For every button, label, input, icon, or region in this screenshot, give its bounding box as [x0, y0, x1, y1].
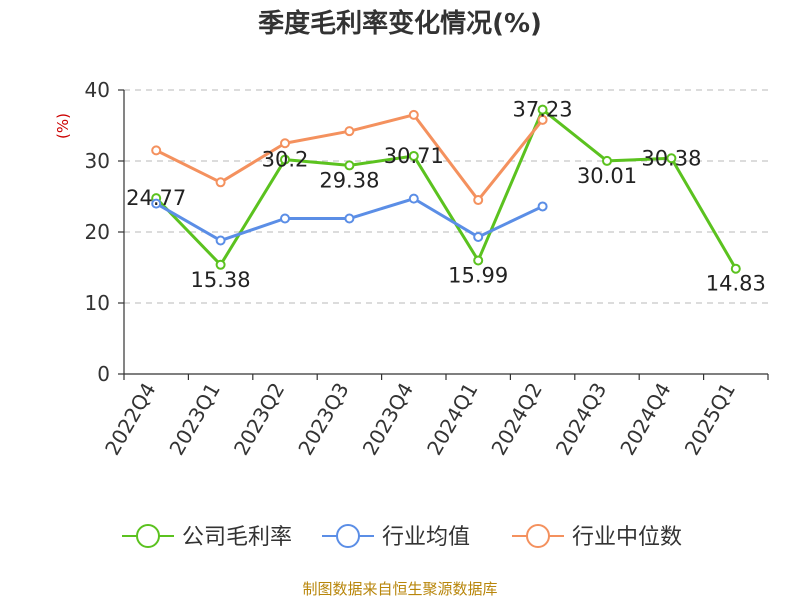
series-0-point — [344, 160, 355, 171]
x-tick-label: 2024Q2 — [486, 379, 546, 460]
legend-marker — [136, 524, 160, 548]
series-2-point — [280, 138, 290, 149]
legend-marker — [526, 524, 550, 548]
series-0-point — [602, 155, 612, 166]
x-tick-label: 2025Q1 — [680, 379, 740, 460]
series-1-point — [151, 198, 162, 209]
data-label: 30.71 — [384, 144, 444, 168]
series-2-point — [473, 195, 484, 206]
y-axis-label: (%) — [54, 113, 72, 139]
legend-label: 行业中位数 — [572, 525, 682, 550]
series-2-point — [151, 145, 162, 156]
x-tick-label: 2023Q3 — [293, 379, 353, 460]
series-1-point — [344, 213, 355, 224]
series-1-point — [280, 213, 290, 224]
y-tick-label: 0 — [97, 362, 110, 386]
x-tick-label: 2023Q2 — [229, 379, 289, 460]
series-0-point — [666, 153, 677, 164]
series-0-point — [280, 154, 290, 165]
x-tick-label: 2023Q1 — [164, 379, 224, 460]
x-tick-label: 2023Q4 — [358, 379, 418, 460]
y-tick-label: 40 — [85, 78, 110, 102]
series-1-point — [408, 193, 419, 204]
series-0-point — [473, 255, 484, 266]
legend-label: 公司毛利率 — [182, 525, 292, 550]
data-label: 30.38 — [641, 146, 701, 170]
series-1-point — [215, 235, 226, 246]
source-note: 制图数据来自恒生聚源数据库 — [302, 580, 497, 598]
series-2-point — [408, 109, 419, 120]
data-label: 14.83 — [706, 272, 766, 296]
grid-lines — [124, 89, 768, 304]
series-1-point — [473, 231, 484, 242]
legend-label: 行业均值 — [382, 525, 470, 550]
series-lines — [151, 104, 741, 274]
series-2-point — [344, 126, 355, 137]
data-label: 24.77 — [126, 186, 186, 210]
series-0-point — [215, 259, 226, 270]
data-label: 15.38 — [191, 268, 251, 292]
y-tick-label: 30 — [85, 149, 110, 173]
legend-marker — [336, 524, 360, 548]
data-label: 37.23 — [513, 98, 573, 122]
series-2-point — [537, 114, 548, 125]
series-0-line — [155, 108, 738, 270]
x-tick-label: 2022Q4 — [100, 379, 160, 460]
data-label: 30.2 — [262, 148, 309, 172]
x-tick-label: 2024Q4 — [615, 379, 675, 460]
data-label: 15.99 — [448, 263, 508, 287]
x-tick-label: 2024Q3 — [551, 379, 611, 460]
y-tick-label: 20 — [85, 220, 110, 244]
y-tick-label: 10 — [85, 291, 110, 315]
x-tick-label: 2024Q1 — [422, 379, 482, 460]
series-0-point — [537, 104, 548, 115]
series-1-point — [537, 201, 548, 212]
series-0-point — [408, 150, 419, 161]
legend: 公司毛利率 行业均值 行业中位数 — [122, 524, 682, 550]
data-label: 30.01 — [577, 164, 637, 188]
series-0-point — [730, 263, 741, 274]
chart-title: 季度毛利率变化情况(%) — [258, 8, 542, 39]
data-label: 29.38 — [319, 168, 379, 192]
series-2-point — [215, 177, 226, 188]
